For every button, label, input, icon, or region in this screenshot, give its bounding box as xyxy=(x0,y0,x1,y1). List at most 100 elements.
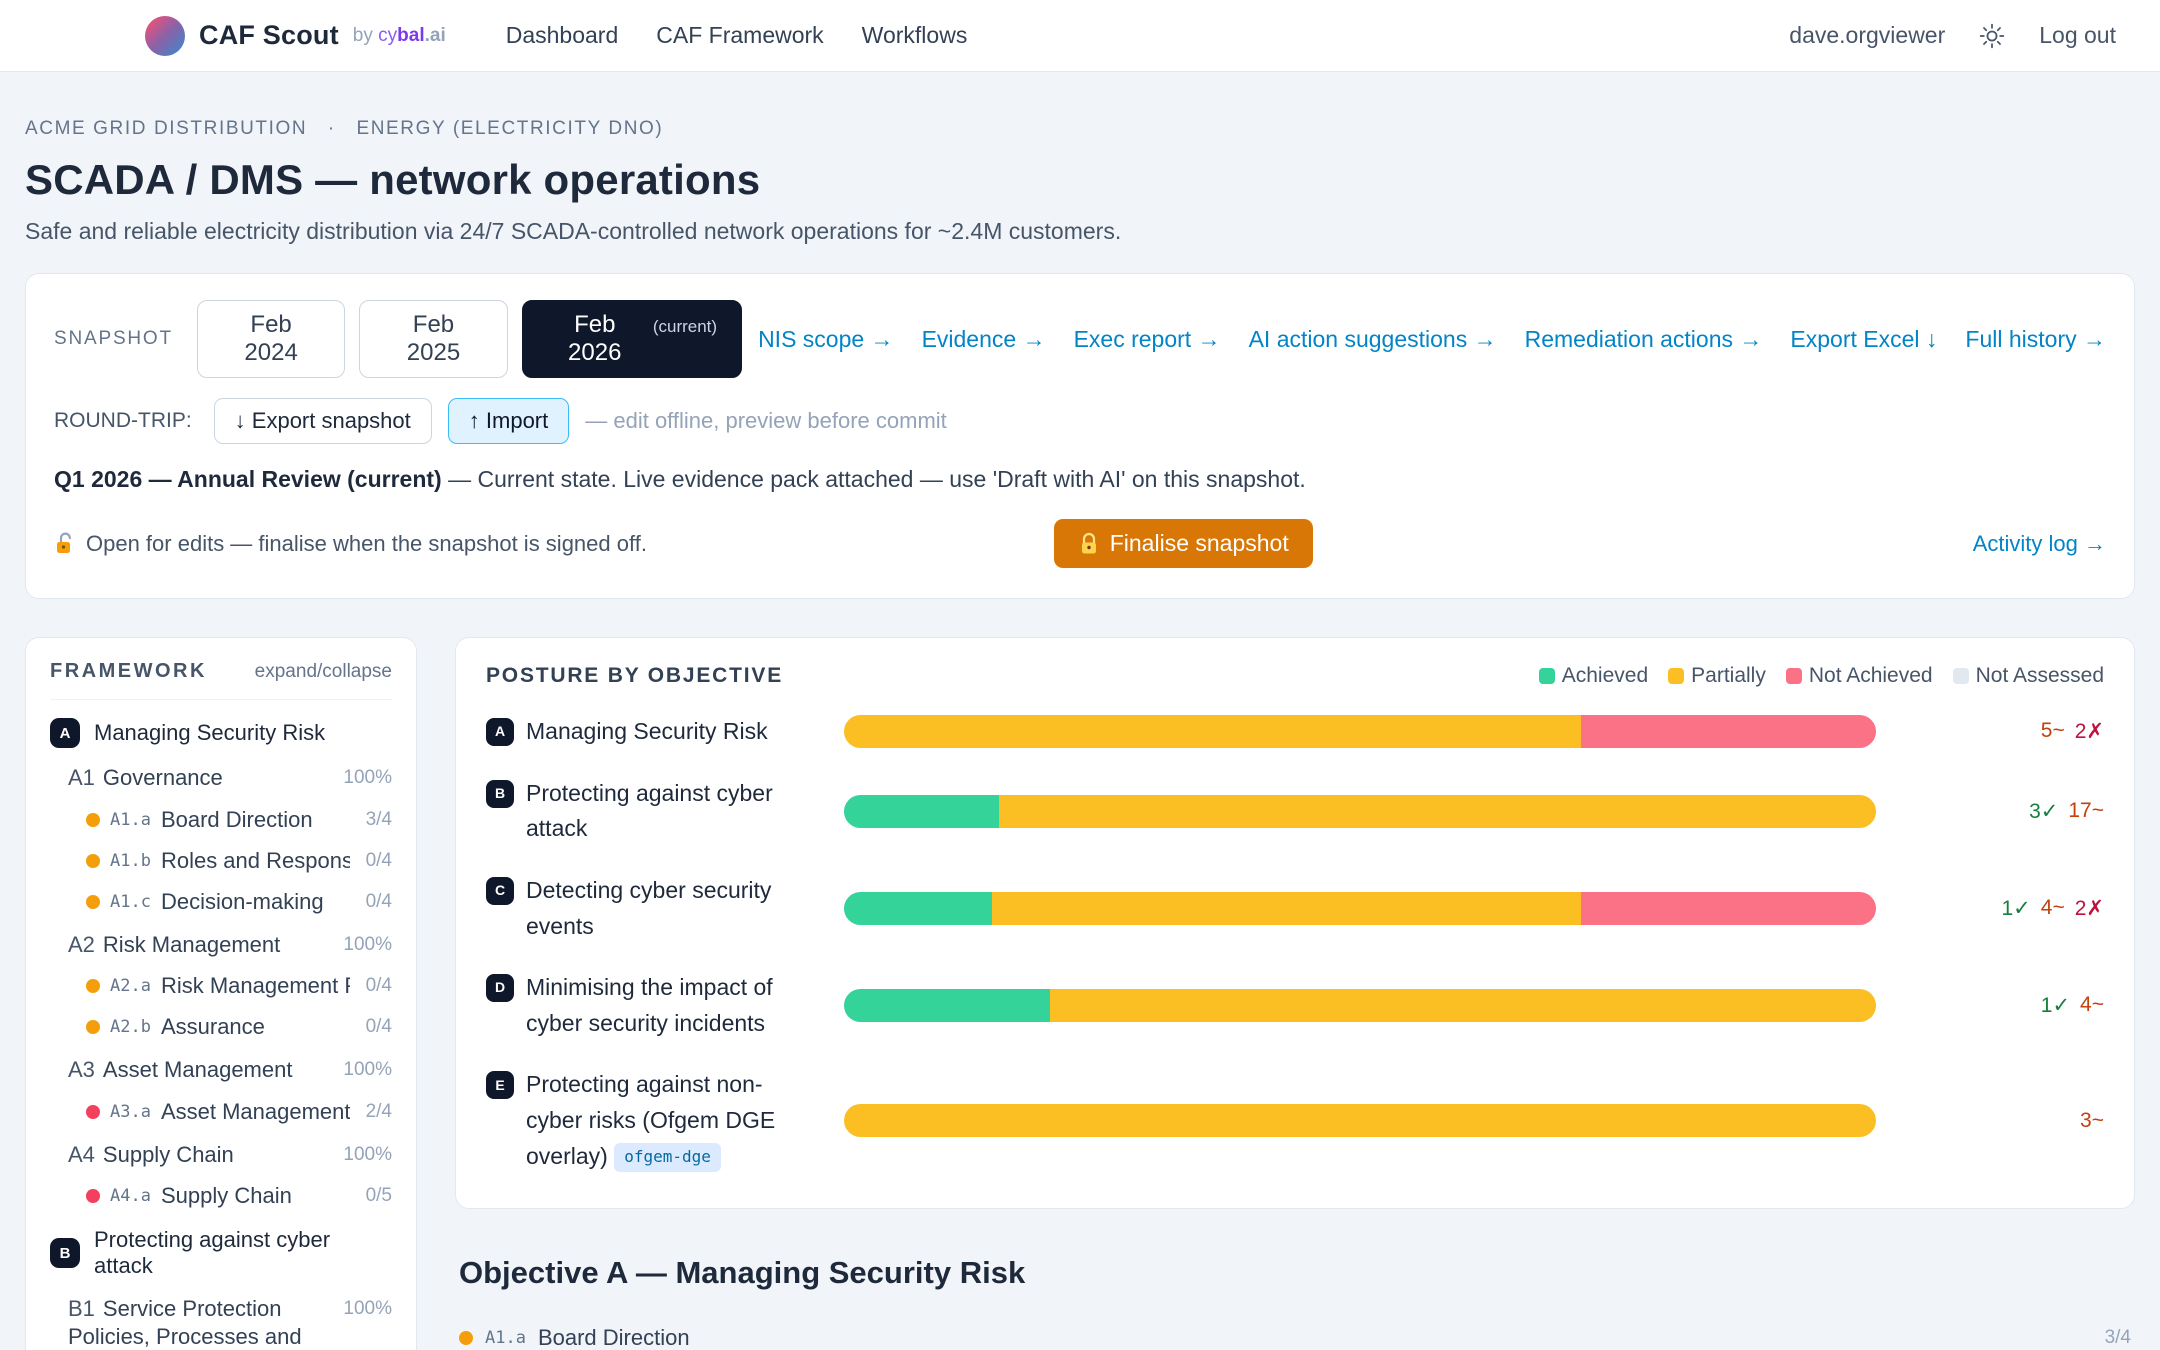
nav-link-workflows[interactable]: Workflows xyxy=(861,22,968,48)
tree-indicator-A3.a[interactable]: A3.a Asset Management 2/4 xyxy=(50,1099,392,1125)
legend-item-not-assessed: Not Assessed xyxy=(1952,664,2104,688)
snapshot-link-nis-scope[interactable]: NIS scope → xyxy=(758,325,894,352)
posture-bar xyxy=(844,794,1876,828)
finalise-snapshot-button[interactable]: Finalise snapshot xyxy=(1053,519,1313,568)
posture-bar xyxy=(844,892,1876,926)
snapshot-tab-feb-2026[interactable]: Feb 2026 (current) xyxy=(521,300,743,378)
objective-label: Protecting against cyber attack xyxy=(94,1227,331,1278)
tree-indicator-A4.a[interactable]: A4.a Supply Chain 0/5 xyxy=(50,1183,392,1209)
snapshot-links: NIS scope → Evidence → Exec report → AI act… xyxy=(758,326,2106,353)
tab-current-suffix: (current) xyxy=(652,317,718,336)
posture-row-label: C Detecting cyber security events xyxy=(486,873,816,944)
indicator-status-dot xyxy=(86,812,100,827)
snapshot-tab-feb-2024[interactable]: Feb 2024 xyxy=(196,300,346,378)
legend-label: Achieved xyxy=(1561,664,1649,687)
indicator-status-dot xyxy=(459,1331,473,1346)
indicator-label: Assurance xyxy=(160,1014,265,1039)
objective-heading: Objective A — Managing Security Risk xyxy=(459,1255,1026,1291)
tree-principle-A2[interactable]: A2 Risk Management 100% xyxy=(50,931,392,959)
tree-principle-A4[interactable]: A4 Supply Chain 100% xyxy=(50,1141,392,1169)
count-achieved: 1✓ xyxy=(2040,994,2071,1018)
tree-principle-A1[interactable]: A1 Governance 100% xyxy=(50,764,392,792)
posture-bar xyxy=(844,715,1876,749)
posture-counts: 3✓ 17~ xyxy=(1904,799,2104,824)
count-not_achieved: 2✗ xyxy=(2074,897,2104,921)
indicator-code: A3.a xyxy=(110,1101,151,1122)
count-achieved: 3✓ xyxy=(2029,799,2059,823)
bar-segment-achieved xyxy=(844,892,992,926)
tree-indicator-A2.b[interactable]: A2.b Assurance 0/4 xyxy=(50,1014,392,1040)
lock-icon xyxy=(1081,532,1096,553)
objective-badge: C xyxy=(486,876,514,905)
snapshot-link-remediation-actions[interactable]: Remediation actions → xyxy=(1524,325,1763,352)
posture-counts: 1✓ 4~ 2✗ xyxy=(1904,896,2104,921)
tree-indicator-A1.a[interactable]: A1.a Board Direction 3/4 xyxy=(50,807,392,833)
activity-log-link[interactable]: Activity log → xyxy=(1972,530,2106,556)
import-button[interactable]: ↑ Import xyxy=(447,398,570,444)
snapshot-tab-feb-2025[interactable]: Feb 2025 xyxy=(359,300,508,378)
tree-indicator-A2.a[interactable]: A2.a Risk Management Pr... 0/4 xyxy=(50,973,392,999)
indicator-label: Supply Chain xyxy=(160,1183,292,1208)
snapshot-actions-row: Open for edits — finalise when the snaps… xyxy=(54,519,2106,568)
roundtrip-hint: — edit offline, preview before commit xyxy=(585,408,947,433)
main-column: POSTURE BY OBJECTIVE Achieved Partially No… xyxy=(455,637,2135,1350)
snapshot-link-ai-action-suggestions[interactable]: AI action suggestions → xyxy=(1248,325,1497,352)
bar-segment-partially xyxy=(844,715,1581,749)
tree-principle-A3[interactable]: A3 Asset Management 100% xyxy=(50,1056,392,1084)
tree-objective-B[interactable]: B Protecting against cyber attack xyxy=(50,1227,392,1279)
framework-title: FRAMEWORK xyxy=(50,660,207,682)
user-name: dave.orgviewer xyxy=(1789,22,1946,48)
bar-segment-not_achieved xyxy=(1580,715,1876,749)
objective-name: Managing Security Risk xyxy=(526,718,768,744)
count-achieved: 1✓ xyxy=(2001,897,2031,921)
indicator-code: A4.a xyxy=(110,1186,151,1206)
content-columns: FRAMEWORK expand/collapse A Managing Secu… xyxy=(25,637,2135,1350)
tree-objective-A[interactable]: A Managing Security Risk xyxy=(50,718,392,748)
posture-row-label: A Managing Security Risk xyxy=(486,714,816,750)
objective-badge: A xyxy=(486,718,514,746)
posture-row-B: B Protecting against cyber attack 3✓ 17~ xyxy=(486,776,2104,847)
legend-item-achieved: Achieved xyxy=(1538,664,1649,688)
snapshot-tabs: Feb 2024 Feb 2025 Feb 2026 (current) xyxy=(196,300,743,378)
bar-segment-achieved xyxy=(844,989,1051,1023)
indicator-row[interactable]: A1.a Board Direction 3/4 xyxy=(459,1325,2131,1350)
principle-label: A1 Governance xyxy=(68,765,223,790)
bar-segment-partially xyxy=(1050,989,1876,1023)
objective-label: Managing Security Risk xyxy=(94,720,326,745)
indicator-status-dot xyxy=(86,853,100,868)
logout-link[interactable]: Log out xyxy=(2039,22,2116,48)
indicator-status-dot xyxy=(86,1104,100,1119)
tree-principle-B1[interactable]: B1 Service Protection Policies, Processes… xyxy=(50,1295,392,1350)
count-partially: 5~ xyxy=(2040,719,2065,743)
top-nav: CAF Scout by cybal.ai Dashboard CAF Frame… xyxy=(0,0,2160,72)
indicator-label: Board Direction xyxy=(160,806,313,832)
snapshot-link-exec-report[interactable]: Exec report → xyxy=(1073,325,1221,352)
roundtrip-label: ROUND-TRIP: xyxy=(54,409,192,432)
tree-indicator-A1.b[interactable]: A1.b Roles and Responsibi... 0/4 xyxy=(50,848,392,874)
snapshot-panel: SNAPSHOT Feb 2024 Feb 2025 Feb 2026 (curren… xyxy=(25,273,2135,599)
export-snapshot-button[interactable]: ↓ Export snapshot xyxy=(213,398,432,444)
indicator-count: 0/4 xyxy=(365,975,392,996)
indicator-count: 0/5 xyxy=(365,1185,392,1206)
posture-row-A: A Managing Security Risk 5~ 2✗ xyxy=(486,714,2104,750)
principle-percent: 100% xyxy=(343,767,392,788)
tree-indicator-A1.c[interactable]: A1.c Decision-making 0/4 xyxy=(50,889,392,915)
principle-code: A1 xyxy=(68,765,95,790)
legend-swatch xyxy=(1952,668,1969,684)
snapshot-link-export-excel[interactable]: Export Excel ↓ xyxy=(1790,325,1938,352)
principle-code: A2 xyxy=(68,931,95,957)
posture-counts: 3~ xyxy=(1904,1109,2104,1133)
nav-link-dashboard[interactable]: Dashboard xyxy=(505,22,619,48)
principle-label: A4 Supply Chain xyxy=(68,1141,234,1167)
indicator-label: Decision-making xyxy=(160,888,324,914)
snapshot-link-evidence[interactable]: Evidence → xyxy=(921,325,1046,352)
indicator-count: 3/4 xyxy=(365,808,392,830)
nav-link-caf-framework[interactable]: CAF Framework xyxy=(656,22,824,48)
framework-sidebar: FRAMEWORK expand/collapse A Managing Secu… xyxy=(25,637,417,1350)
expand-collapse-link[interactable]: expand/collapse xyxy=(254,660,392,682)
snapshot-link-full-history[interactable]: Full history → xyxy=(1965,325,2106,352)
sun-icon[interactable] xyxy=(1979,23,2005,49)
indicator-status-dot xyxy=(86,1189,100,1203)
posture-counts: 5~ 2✗ xyxy=(1904,719,2104,744)
roundtrip-row: ROUND-TRIP: ↓ Export snapshot ↑ Import —… xyxy=(54,398,2106,444)
